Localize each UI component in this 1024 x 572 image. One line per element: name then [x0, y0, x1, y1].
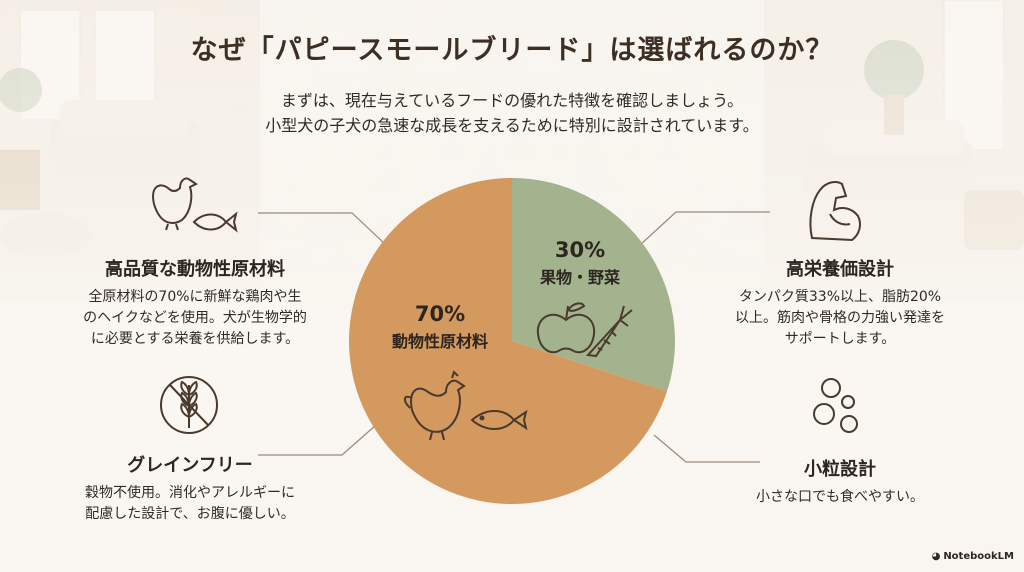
carrot-icon: [585, 305, 633, 358]
feature-chicken-icon: [152, 177, 198, 231]
feature-fish-icon: [192, 211, 238, 233]
pie-slice-fruit: [512, 178, 676, 392]
feature-nutrition-line-2: 以上。筋肉や骨格の力強い発達を: [735, 310, 945, 326]
chicken-icon: [404, 370, 466, 441]
slice-name-fruit: 果物・野菜: [539, 268, 620, 287]
feature-nutrition-heading: 高栄養価設計: [786, 259, 894, 280]
feature-grainfree-line-2: 配慮した設計で、お腹に優しい。: [85, 506, 295, 522]
pie-slice-animal: [349, 178, 668, 504]
feature-kibble-text: 小さな口でも食べやすい。: [690, 487, 990, 508]
feature-nutrition: 高栄養価設計 タンパク質33%以上、脂肪20% 以上。筋肉や骨格の力強い発達を …: [690, 255, 990, 350]
muscle-arm-icon: [809, 181, 861, 242]
apple-icon: [536, 302, 596, 354]
brand-logo-icon: ◕: [931, 551, 941, 562]
feature-grainfree-heading: グレインフリー: [127, 455, 253, 476]
connector-animal: [258, 212, 387, 246]
brand-mark: ◕ NotebookLM: [932, 551, 1014, 562]
feature-kibble: 小粒設計 小さな口でも食べやすい。: [690, 455, 990, 508]
feature-nutrition-text: タンパク質33%以上、脂肪20% 以上。筋肉や骨格の力強い発達を サポートします…: [690, 287, 990, 350]
feature-nutrition-line-3: サポートします。: [784, 331, 896, 347]
connector-kibble: [653, 434, 760, 463]
slice-label-animal: 70% 動物性原材料: [370, 302, 510, 352]
feature-nutrition-line-1: タンパク質33%以上、脂肪20%: [738, 289, 942, 305]
fish-icon: [470, 409, 528, 431]
feature-grainfree: グレインフリー 穀物不使用。消化やアレルギーに 配慮した設計で、お腹に優しい。: [40, 451, 340, 525]
small-kibble-icon: [813, 378, 858, 433]
connector-nutrition: [639, 211, 770, 246]
connector-lines: [258, 211, 770, 463]
feature-grainfree-text: 穀物不使用。消化やアレルギーに 配慮した設計で、お腹に優しい。: [40, 483, 340, 525]
feature-animal-heading: 高品質な動物性原材料: [105, 259, 285, 280]
feature-animal-line-2: のヘイクなどを使用。犬が生物学的: [83, 310, 307, 326]
page-title: なぜ「パピースモールブリード」は選ばれるのか？: [190, 35, 834, 66]
feature-grainfree-line-1: 穀物不使用。消化やアレルギーに: [85, 485, 295, 501]
feature-animal-line-3: に必要とする栄養を供給します。: [90, 331, 300, 347]
feature-kibble-heading: 小粒設計: [804, 459, 876, 480]
feature-animal-line-1: 全原材料の70%に新鮮な鶏肉や生: [88, 289, 302, 305]
feature-animal-text: 全原材料の70%に新鮮な鶏肉や生 のヘイクなどを使用。犬が生物学的 に必要とする…: [40, 287, 350, 350]
pie-chart: [349, 178, 676, 504]
feature-kibble-line-1: 小さな口でも食べやすい。: [756, 489, 924, 505]
brand-name: NotebookLM: [943, 551, 1014, 562]
subtitle-line-1: まずは、現在与えているフードの優れた特徴を確認しましょう。: [280, 91, 744, 110]
subtitle: まずは、現在与えているフードの優れた特徴を確認しましょう。 小型犬の子犬の急速な…: [0, 88, 1024, 138]
feature-animal: 高品質な動物性原材料 全原材料の70%に新鮮な鶏肉や生 のヘイクなどを使用。犬が…: [40, 255, 350, 350]
connector-grainfree: [258, 424, 377, 456]
slice-name-animal: 動物性原材料: [391, 332, 488, 351]
slice-label-fruit: 30% 果物・野菜: [520, 238, 640, 288]
slice-percent-fruit: 30%: [554, 238, 606, 262]
slice-percent-animal: 70%: [414, 302, 466, 326]
subtitle-line-2: 小型犬の子犬の急速な成長を支えるために特別に設計されています。: [265, 116, 759, 135]
no-grain-icon: [160, 376, 218, 434]
